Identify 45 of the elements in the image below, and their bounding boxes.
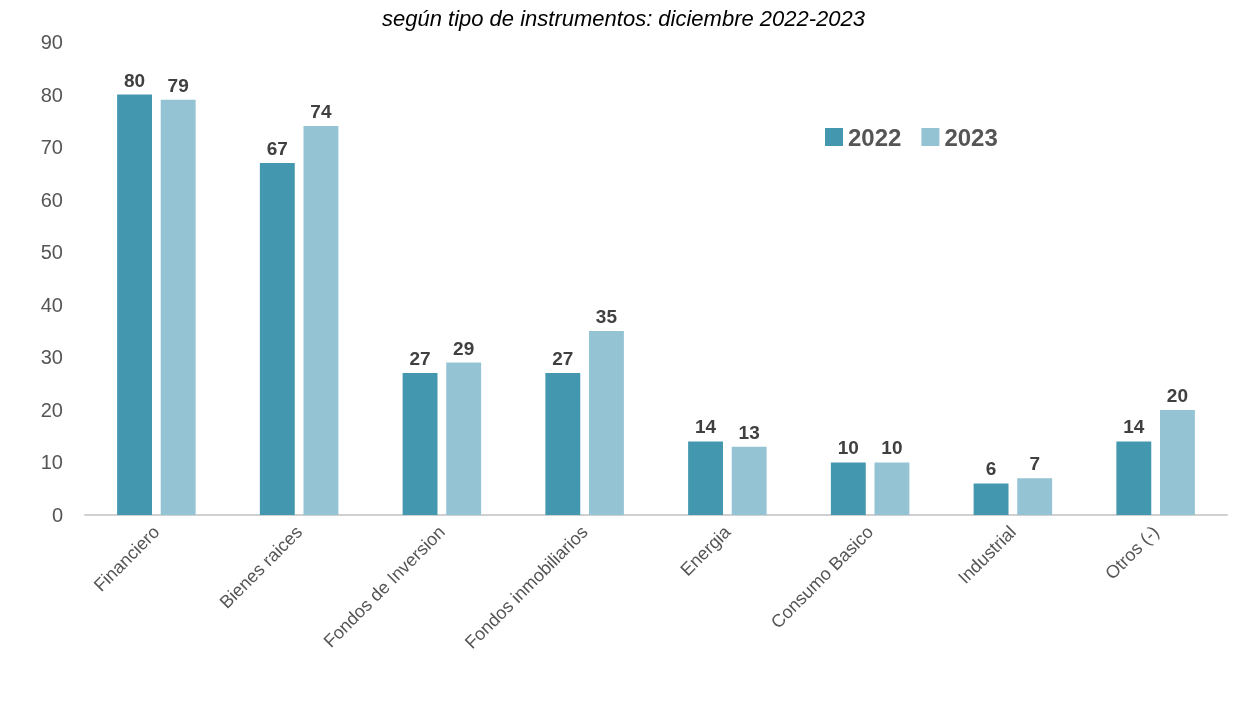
y-tick-label: 30 (40, 346, 63, 369)
data-label: 10 (881, 437, 903, 459)
data-label: 20 (1166, 384, 1188, 406)
data-label: 29 (453, 337, 475, 359)
y-tick-label: 0 (51, 504, 63, 526)
bar (731, 446, 767, 515)
bar (830, 462, 866, 515)
bar (1116, 441, 1152, 515)
bar (303, 126, 339, 515)
bar (1159, 409, 1195, 515)
data-label: 35 (595, 306, 618, 328)
data-label: 79 (167, 74, 189, 96)
legend-label: 2023 (944, 123, 998, 151)
y-tick-label: 40 (40, 293, 63, 316)
bar (259, 162, 295, 515)
data-label: 80 (124, 69, 146, 91)
data-label: 27 (552, 348, 574, 370)
bar (588, 331, 624, 515)
legend-label: 2022 (848, 123, 902, 151)
y-tick-label: 10 (40, 451, 63, 474)
bar (160, 99, 196, 515)
data-label: 74 (310, 101, 332, 123)
bar (874, 462, 910, 515)
y-tick-label: 50 (40, 241, 63, 264)
data-label: 6 (985, 458, 997, 480)
y-tick-label: 70 (40, 136, 63, 159)
data-label: 13 (738, 421, 760, 443)
data-label: 27 (409, 348, 431, 370)
data-label: 7 (1029, 453, 1040, 475)
data-label: 67 (266, 137, 288, 159)
bar (402, 373, 438, 515)
bar (973, 483, 1009, 515)
data-label: 10 (837, 437, 859, 459)
bar (446, 362, 482, 515)
data-label: 14 (1123, 416, 1145, 438)
y-tick-label: 20 (40, 398, 63, 421)
y-tick-label: 90 (40, 31, 63, 53)
bar (1017, 478, 1053, 515)
bar (545, 373, 581, 515)
y-tick-label: 80 (40, 83, 63, 106)
bar (688, 441, 724, 515)
y-tick-label: 60 (40, 188, 63, 211)
chart-title: según tipo de instrumentos: diciembre 2022-2023 (381, 5, 866, 31)
data-label: 14 (695, 416, 717, 438)
bar (117, 94, 153, 515)
